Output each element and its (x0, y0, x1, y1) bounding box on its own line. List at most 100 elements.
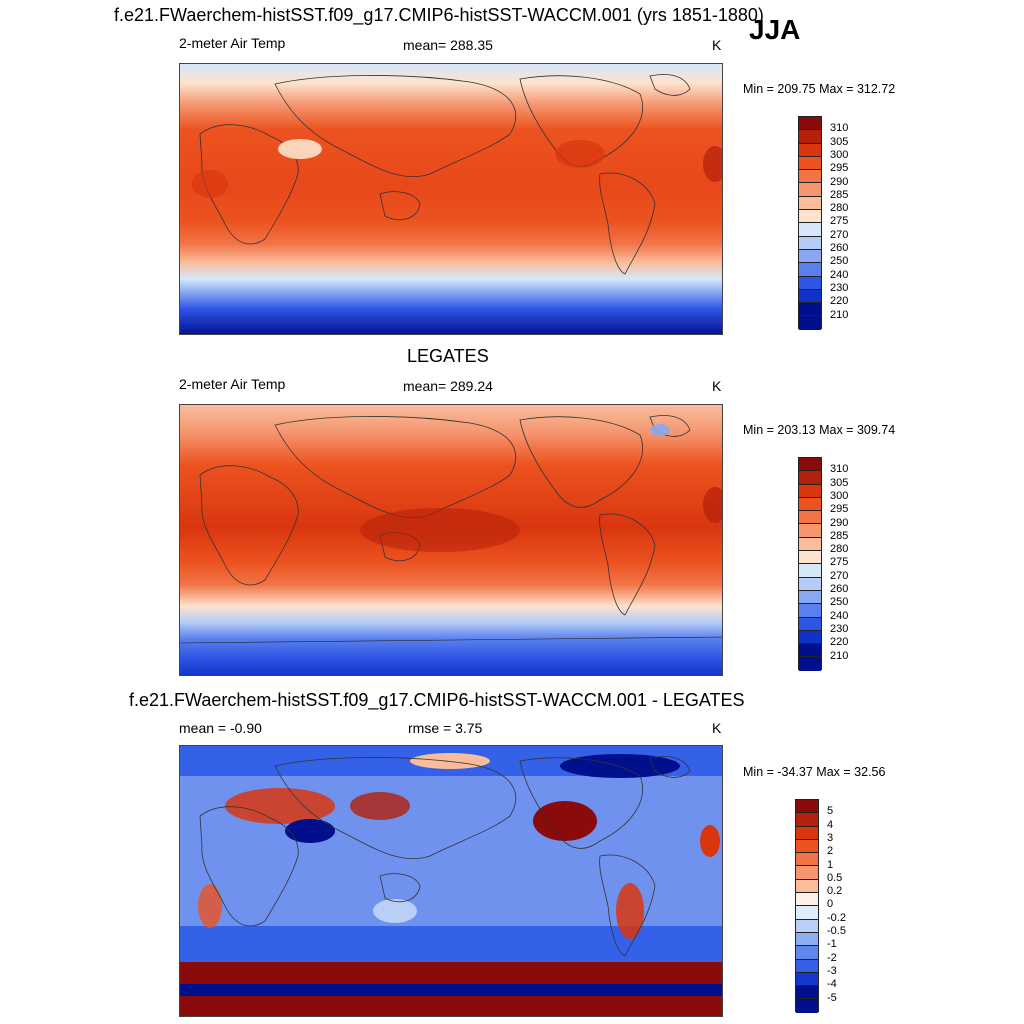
colorbar-tick-label: 285 (830, 529, 849, 542)
colorbar-swatch (799, 276, 821, 290)
colorbar-swatch (799, 657, 821, 671)
colorbar-tick-label: 270 (830, 569, 849, 582)
colorbar-tick-label: 260 (830, 583, 849, 595)
colorbar-swatch (796, 839, 818, 854)
colorbar-swatch (799, 223, 821, 237)
panel-2-mean-label: mean= 289.24 (403, 378, 493, 394)
colorbar-swatch (796, 972, 818, 987)
colorbar-tick-label: 2 (827, 845, 834, 858)
colorbar-tick-label: 240 (830, 268, 849, 281)
colorbar-tick-label: 3 (827, 831, 834, 844)
colorbar-swatch (799, 497, 821, 512)
colorbar-swatch (799, 630, 821, 645)
colorbar-tick-label: 0.2 (827, 885, 843, 898)
colorbar-tick-label: 240 (830, 609, 849, 622)
colorbar-swatch (799, 564, 821, 578)
colorbar-tick-label: 305 (830, 135, 849, 148)
colorbar-tick-label: 290 (830, 175, 849, 188)
colorbar-swatch (796, 800, 818, 814)
colorbar-tick-label: 285 (830, 188, 849, 201)
panel-2-map-svg (180, 405, 722, 675)
panel-1-minmax: Min = 209.75 Max = 312.72 (743, 82, 896, 96)
colorbar-tick-label: 1 (827, 858, 834, 871)
colorbar-tick-label: 275 (830, 556, 849, 569)
colorbar-swatch (799, 511, 821, 525)
panel-3-units-label: K (712, 720, 722, 736)
colorbar-tick-label: 230 (830, 622, 849, 635)
colorbar-swatch (796, 866, 818, 880)
panel-3-colorbar-swatches (795, 799, 819, 1013)
colorbar-swatch (799, 236, 821, 250)
colorbar-tick-label: 280 (830, 543, 849, 556)
colorbar-tick-label: -0.5 (827, 925, 846, 937)
panel-1-map (179, 63, 723, 335)
colorbar-swatch (799, 551, 821, 565)
colorbar-swatch (796, 826, 818, 840)
colorbar-tick-label: -5 (827, 991, 837, 1004)
panel-1-variable-label: 2-meter Air Temp (179, 35, 286, 51)
colorbar-swatch (799, 537, 821, 552)
season-label: JJA (749, 14, 801, 45)
colorbar-swatch (799, 617, 821, 631)
colorbar-swatch (799, 210, 821, 224)
panel-3-map (179, 745, 723, 1017)
colorbar-swatch (799, 130, 821, 144)
colorbar-swatch (799, 471, 821, 485)
colorbar-tick-label: 295 (830, 162, 849, 175)
colorbar-tick-label: -0.2 (827, 911, 846, 924)
colorbar-swatch (799, 644, 821, 658)
panel-1-map-svg (180, 64, 722, 334)
colorbar-tick-label: 305 (830, 476, 849, 489)
panel-2-title: LEGATES (407, 346, 489, 366)
colorbar-tick-label: 4 (827, 818, 834, 831)
colorbar-tick-label: 230 (830, 281, 849, 294)
colorbar-swatch (796, 986, 818, 1000)
panel-2-minmax: Min = 203.13 Max = 309.74 (743, 423, 896, 437)
colorbar-swatch (796, 919, 818, 933)
panel-3-mean-label: mean = -0.90 (179, 720, 262, 736)
colorbar-tick-label: 310 (830, 463, 849, 476)
colorbar-swatch (796, 999, 818, 1013)
colorbar-swatch (799, 249, 821, 264)
colorbar-tick-label: 270 (830, 228, 849, 241)
panel-2-colorbar-swatches (798, 457, 822, 671)
colorbar-tick-label: 0 (827, 898, 834, 911)
colorbar-tick-label: 210 (830, 649, 849, 662)
panel-1-mean-label: mean= 288.35 (403, 37, 493, 53)
colorbar-swatch (796, 959, 818, 973)
colorbar-swatch (799, 484, 821, 498)
colorbar-tick-label: -4 (827, 978, 837, 991)
panel-1-title: f.e21.FWaerchem-histSST.f09_g17.CMIP6-hi… (114, 5, 764, 25)
colorbar-tick-label: -1 (827, 938, 837, 951)
colorbar-swatch (799, 143, 821, 157)
panel-2-variable-label: 2-meter Air Temp (179, 376, 286, 392)
panel-3-map-svg (180, 746, 722, 1016)
colorbar-swatch (799, 590, 821, 605)
colorbar-swatch (799, 289, 821, 304)
colorbar-tick-label: 5 (827, 805, 834, 818)
colorbar-tick-label: 295 (830, 503, 849, 516)
colorbar-swatch (799, 196, 821, 211)
colorbar-swatch (799, 316, 821, 330)
colorbar-swatch (799, 156, 821, 171)
panel-2-units-label: K (712, 378, 722, 394)
colorbar-swatch (799, 604, 821, 618)
colorbar-tick-label: 220 (830, 636, 849, 649)
colorbar-swatch (799, 577, 821, 591)
colorbar-tick-label: 300 (830, 148, 849, 161)
colorbar-swatch (799, 303, 821, 317)
colorbar-swatch (799, 117, 821, 131)
colorbar-tick-label: 210 (830, 308, 849, 321)
colorbar-tick-label: 310 (830, 122, 849, 135)
panel-1-units-label: K (712, 37, 722, 53)
colorbar-tick-label: 280 (830, 202, 849, 215)
colorbar-tick-label: -3 (827, 964, 837, 977)
colorbar-swatch (796, 946, 818, 960)
colorbar-swatch (796, 906, 818, 920)
colorbar-tick-label: 0.5 (827, 871, 843, 884)
colorbar-tick-label: 275 (830, 215, 849, 228)
panel-2-map (179, 404, 723, 676)
colorbar-tick-label: 290 (830, 516, 849, 529)
colorbar-swatch (799, 183, 821, 197)
colorbar-swatch (796, 879, 818, 894)
